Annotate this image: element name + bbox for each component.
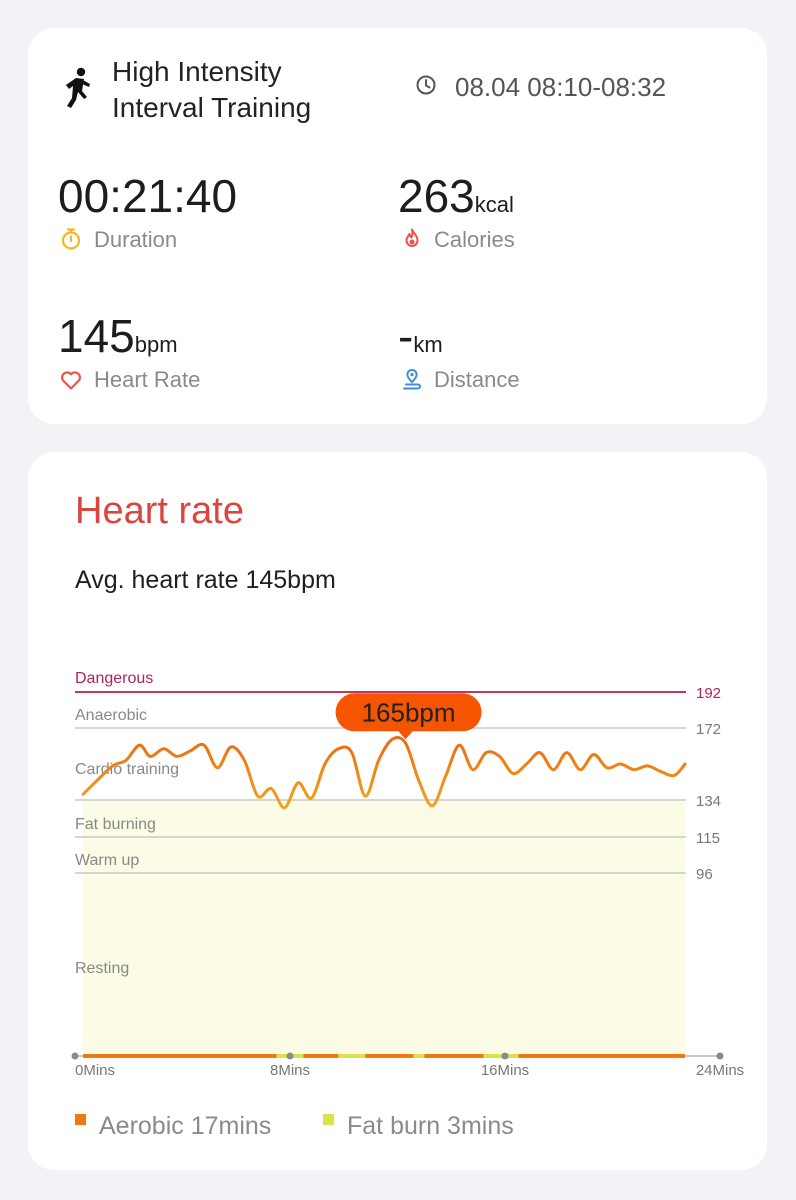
x-tick-dot-24 [716,1052,724,1060]
y-tick-134: 134 [696,793,721,810]
heart-rate-chart: Dangerous Anaerobic Cardio training Fat bur… [71,670,744,1079]
peak-tooltip-text: 165bpm [362,697,456,727]
distance-label: Distance [434,367,520,392]
legend-fat-burn-swatch [323,1114,334,1125]
x-tick-label-8: 8Mins [270,1062,310,1079]
legend-fat-burn-label: Fat burn 3mins [347,1112,514,1140]
clock-icon [416,75,436,95]
y-tick-172: 172 [696,721,721,738]
zone-label-resting: Resting [75,960,129,977]
peak-tooltip-pointer [397,730,414,740]
peak-tooltip-bubble [335,693,482,732]
heart-rate-unit: bpm [134,332,178,357]
zone-label-dangerous: Dangerous [75,670,153,687]
heart-rate-value: 145bpm [58,310,178,371]
heart-rate-label: Heart Rate [94,367,201,392]
zone-label-fat-burning: Fat burning [75,816,156,833]
y-tick-192: 192 [696,685,721,702]
location-pin-icon [403,368,421,390]
x-tick-dot-16 [501,1052,509,1060]
x-tick-label-24: 24Mins [696,1062,744,1079]
y-tick-115: 115 [696,830,720,847]
legend-aerobic-label: Aerobic 17mins [99,1112,272,1140]
distance-unit: km [413,332,443,357]
running-person-icon [66,67,90,108]
heart-rate-card: Heart rate Avg. heart rate 145bpm Danger… [28,452,767,1170]
workout-title: High Intensity Interval Training [112,54,372,126]
heart-icon [61,371,81,390]
calories-label: Calories [434,227,515,252]
workout-summary-card: High Intensity Interval Training 08.04 0… [28,28,767,424]
duration-number: 00:21:40 [58,170,238,222]
legend-fat-burn: Fat burn 3mins [323,1110,514,1142]
calories-unit: kcal [474,192,514,217]
workout-title-line1: High Intensity [112,56,282,87]
y-tick-96: 96 [696,866,713,883]
duration-label: Duration [94,227,178,252]
x-tick-dot-0 [71,1052,79,1060]
x-tick-label-0: 0Mins [75,1062,115,1079]
calories-value: 263kcal [398,170,514,231]
zone-label-anaerobic: Anaerobic [75,707,147,724]
stopwatch-icon [61,228,81,250]
x-tick-dot-8 [286,1052,294,1060]
workout-time-range: 08.04 08:10-08:32 [455,72,667,102]
x-tick-label-16: 16Mins [481,1062,529,1079]
distance-number: - [398,310,414,362]
avg-heart-rate: Avg. heart rate 145bpm [75,566,336,594]
legend-aerobic: Aerobic 17mins [75,1110,271,1142]
zone-label-cardio-training: Cardio training [75,761,179,778]
legend-aerobic-swatch [75,1114,86,1125]
workout-area [83,800,686,1056]
heart-rate-number: 145 [58,310,135,362]
distance-value: -km [398,310,443,371]
flame-icon [405,228,419,247]
duration-value: 00:21:40 [58,170,237,222]
zone-label-warm-up: Warm up [75,852,139,869]
heart-rate-line [81,735,687,810]
heart-rate-title: Heart rate [75,490,244,532]
calories-number: 263 [398,170,475,222]
workout-title-line2: Interval Training [112,92,312,123]
